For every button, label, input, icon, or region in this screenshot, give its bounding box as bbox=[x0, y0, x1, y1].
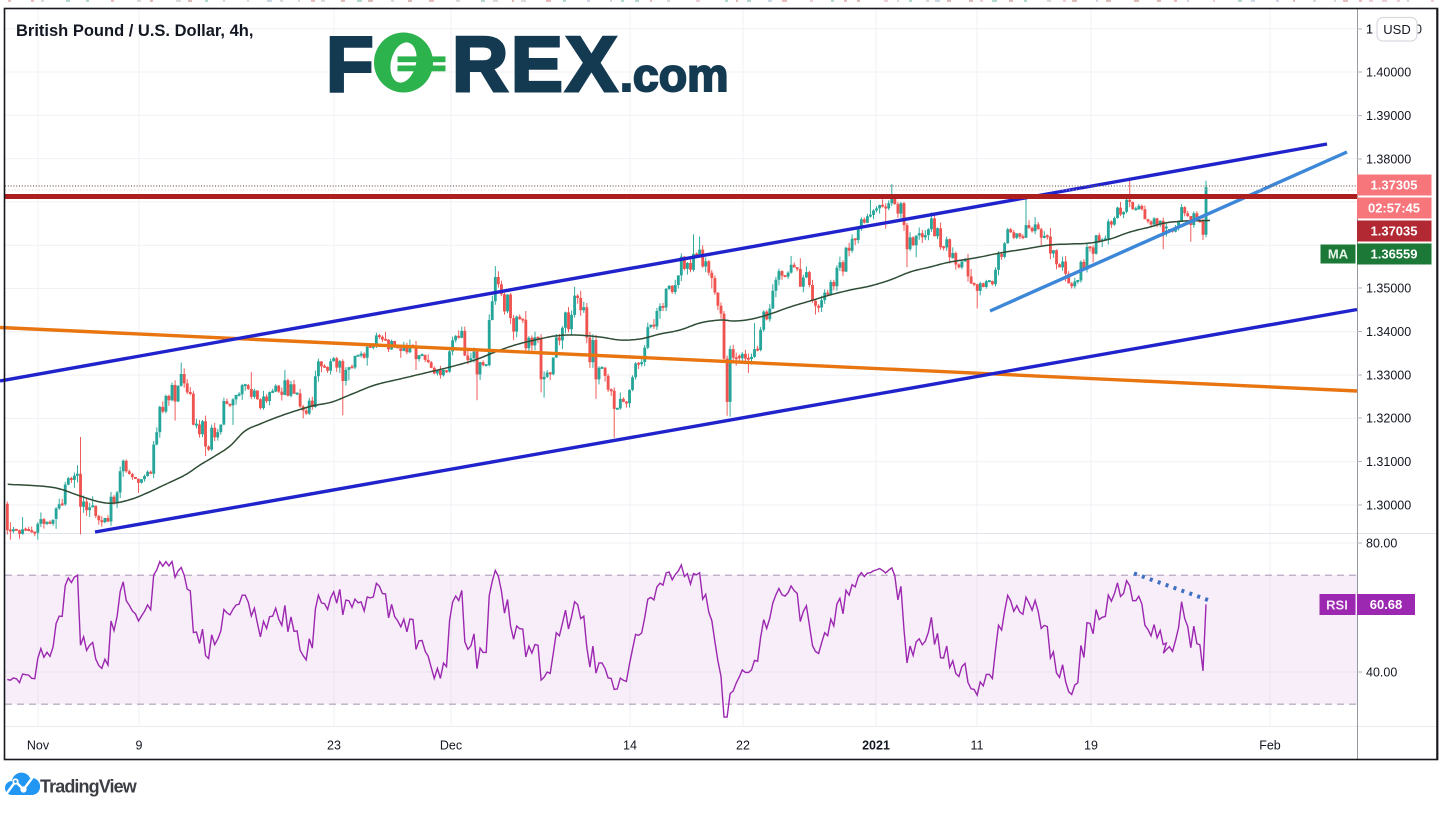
svg-text:19: 19 bbox=[1084, 739, 1098, 753]
svg-text:9: 9 bbox=[136, 739, 143, 753]
svg-text:1: 1 bbox=[1366, 23, 1373, 37]
svg-text:1.33000: 1.33000 bbox=[1366, 368, 1411, 382]
svg-text:11: 11 bbox=[971, 739, 984, 753]
svg-text:1.39000: 1.39000 bbox=[1366, 109, 1411, 123]
svg-text:02:57:45: 02:57:45 bbox=[1368, 201, 1420, 216]
svg-text:2021: 2021 bbox=[862, 739, 890, 753]
svg-text:40.00: 40.00 bbox=[1366, 665, 1397, 679]
svg-text:Nov: Nov bbox=[27, 739, 50, 753]
svg-text:23: 23 bbox=[327, 739, 341, 753]
svg-text:REX: REX bbox=[452, 20, 620, 108]
svg-text:.com: .com bbox=[620, 49, 729, 101]
svg-text:1: 1 bbox=[1366, 22, 1373, 36]
svg-text:60.68: 60.68 bbox=[1370, 597, 1403, 612]
svg-text:14: 14 bbox=[623, 739, 637, 753]
svg-text:RSI: RSI bbox=[1326, 598, 1348, 613]
svg-text:1.38000: 1.38000 bbox=[1366, 152, 1411, 166]
svg-text:80.00: 80.00 bbox=[1366, 536, 1397, 550]
svg-text:1.30000: 1.30000 bbox=[1366, 498, 1411, 512]
svg-text:British Pound / U.S. Dollar, 4: British Pound / U.S. Dollar, 4h, bbox=[16, 22, 253, 40]
svg-text:Feb: Feb bbox=[1259, 739, 1281, 753]
svg-text:1.36559: 1.36559 bbox=[1371, 247, 1418, 262]
svg-text:1.40000: 1.40000 bbox=[1366, 65, 1411, 79]
svg-text:1.37035: 1.37035 bbox=[1371, 224, 1418, 239]
svg-text:Dec: Dec bbox=[440, 739, 462, 753]
svg-text:F: F bbox=[326, 20, 374, 108]
svg-text:1.32000: 1.32000 bbox=[1366, 411, 1411, 425]
svg-text:TradingView: TradingView bbox=[40, 777, 138, 797]
svg-text:1.37305: 1.37305 bbox=[1371, 178, 1418, 193]
svg-text:1.31000: 1.31000 bbox=[1366, 455, 1411, 469]
svg-text:MA: MA bbox=[1328, 247, 1349, 262]
svg-text:0: 0 bbox=[1415, 23, 1422, 37]
svg-text:1.34000: 1.34000 bbox=[1366, 325, 1411, 339]
svg-text:USD: USD bbox=[1383, 22, 1410, 37]
svg-text:22: 22 bbox=[736, 739, 750, 753]
svg-text:1.35000: 1.35000 bbox=[1366, 281, 1411, 295]
